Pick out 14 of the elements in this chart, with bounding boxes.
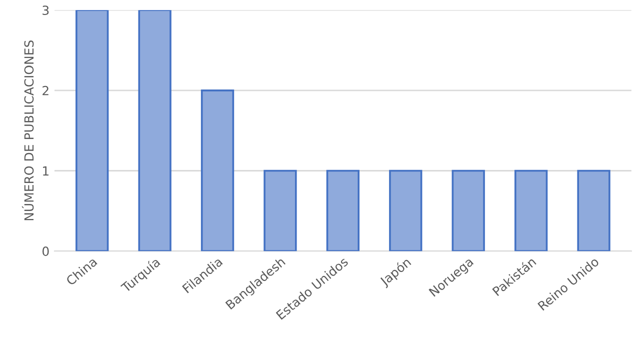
bar	[452, 170, 485, 252]
y-tick-label: 1	[43, 166, 48, 176]
bar	[264, 170, 297, 252]
bar	[577, 170, 610, 252]
bar	[514, 170, 548, 252]
y-tick-label: 2	[42, 86, 48, 96]
bar	[76, 10, 109, 252]
bar	[200, 90, 234, 252]
y-tick-label: 0	[42, 246, 49, 256]
bar	[389, 170, 422, 252]
bar	[326, 170, 360, 252]
bar	[138, 10, 172, 252]
y-axis-title: NÚMERO DE PUBLICACIONES	[22, 40, 34, 220]
y-tick-label: 3	[42, 6, 49, 16]
